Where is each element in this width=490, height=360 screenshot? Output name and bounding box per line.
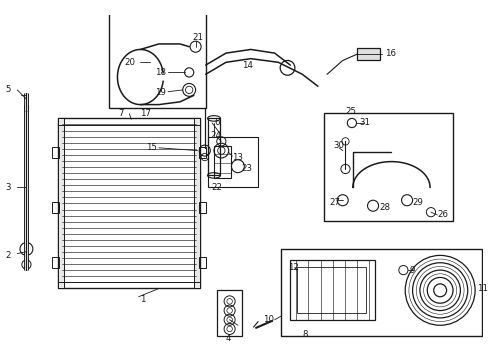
Text: 1: 1 <box>141 295 146 304</box>
Text: 2: 2 <box>5 251 11 260</box>
Bar <box>281 249 482 336</box>
Text: 4: 4 <box>226 334 231 343</box>
Text: 21: 21 <box>192 33 203 42</box>
Bar <box>58 282 200 288</box>
Bar <box>290 260 375 320</box>
Text: 24: 24 <box>210 131 221 140</box>
Text: 10: 10 <box>263 315 274 324</box>
Bar <box>58 118 200 125</box>
Bar <box>208 137 258 187</box>
Text: 27: 27 <box>330 198 341 207</box>
Bar <box>199 257 206 268</box>
Bar <box>208 118 220 175</box>
Text: 31: 31 <box>359 118 370 127</box>
Text: 5: 5 <box>5 85 11 94</box>
Bar <box>194 118 200 288</box>
Text: 30: 30 <box>334 140 344 149</box>
Text: 7: 7 <box>119 109 124 118</box>
Text: 26: 26 <box>438 211 448 220</box>
Bar <box>58 118 200 288</box>
Text: 23: 23 <box>242 165 252 174</box>
Bar <box>52 202 59 213</box>
Text: 20: 20 <box>125 58 136 67</box>
Bar <box>217 290 243 336</box>
Text: 22: 22 <box>211 183 222 192</box>
Text: 19: 19 <box>155 88 166 97</box>
Bar <box>324 113 453 221</box>
Text: 17: 17 <box>141 109 151 118</box>
Text: 15: 15 <box>146 143 157 152</box>
Bar <box>199 202 206 213</box>
Bar <box>199 147 206 158</box>
Text: 18: 18 <box>155 68 166 77</box>
Bar <box>357 48 380 60</box>
Bar <box>214 146 230 178</box>
Text: 29: 29 <box>413 198 423 207</box>
Text: 12: 12 <box>288 263 298 272</box>
Text: 14: 14 <box>242 60 252 69</box>
Text: 8: 8 <box>302 330 308 339</box>
Bar <box>58 118 64 288</box>
Text: 9: 9 <box>410 266 415 275</box>
Text: 3: 3 <box>5 183 11 192</box>
Text: 28: 28 <box>379 203 391 212</box>
Bar <box>52 257 59 268</box>
Text: 16: 16 <box>385 49 396 58</box>
Text: 11: 11 <box>477 284 488 293</box>
Text: 6: 6 <box>214 118 220 127</box>
Text: 25: 25 <box>345 107 356 116</box>
Text: 13: 13 <box>232 153 244 162</box>
Bar <box>297 267 366 313</box>
Bar <box>109 12 206 108</box>
Bar <box>52 147 59 158</box>
